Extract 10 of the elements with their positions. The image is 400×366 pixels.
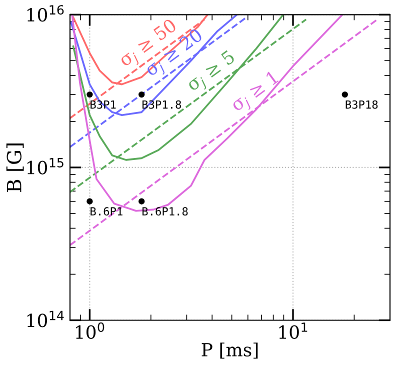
y-tick-label: 10$^{15}$ — [27, 158, 64, 174]
annotation: B.6P1 — [90, 207, 122, 216]
annotation: B3P18 — [346, 100, 378, 109]
x-axis-title: P [ms] — [202, 342, 258, 359]
x-tick-label: 10$^{1}$ — [279, 322, 308, 339]
y-axis-title: B [G] — [6, 144, 24, 192]
annotation: B.6P1.8 — [142, 207, 188, 216]
y-tick-label: 10$^{16}$ — [27, 5, 64, 22]
x-tick-label: 10$^{0}$ — [76, 322, 104, 339]
y-tick-label: 10$^{14}$ — [27, 310, 64, 328]
